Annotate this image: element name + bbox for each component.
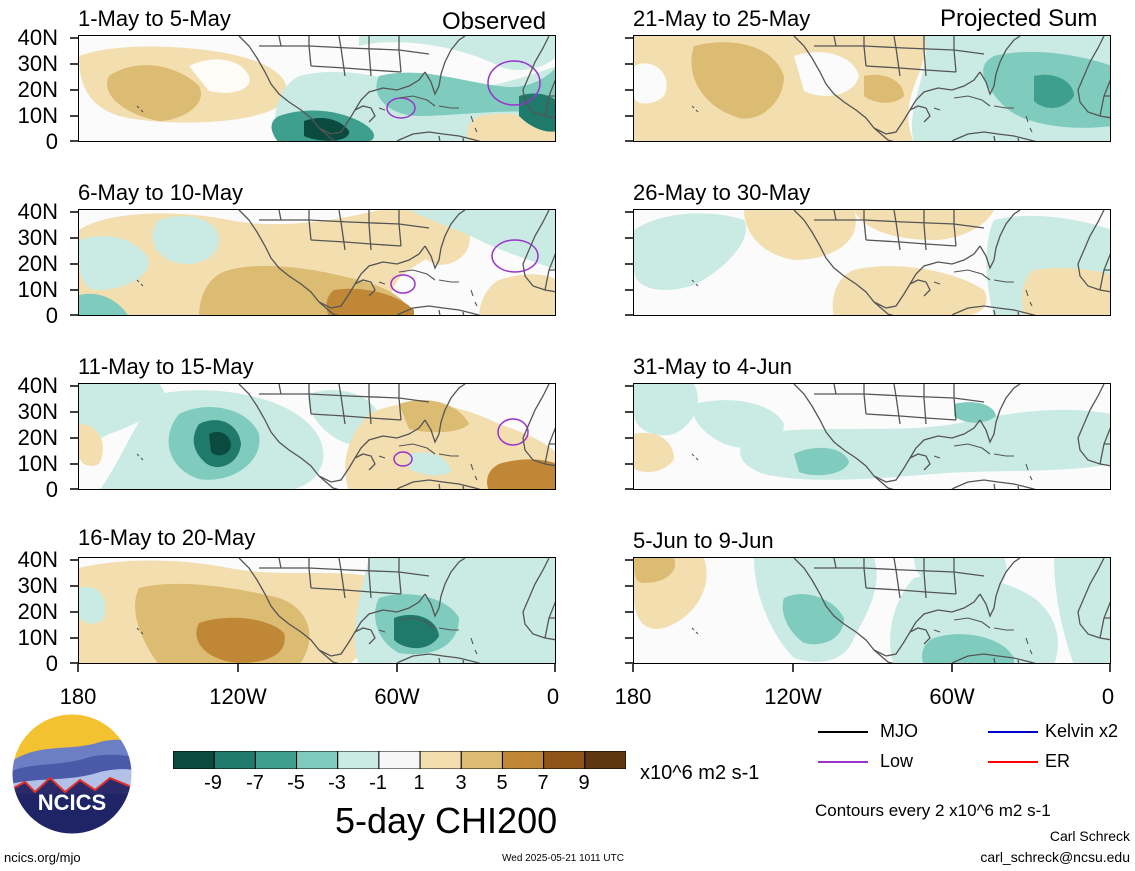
lat-tick-label: 40N <box>17 547 58 572</box>
lat-tick-label: 0 <box>45 303 58 328</box>
map-panel <box>78 35 556 142</box>
author-email[interactable]: carl_schreck@ncsu.edu <box>980 849 1130 865</box>
panel-title: 1-May to 5-May <box>78 6 231 31</box>
lon-tick-label: 0 <box>1101 684 1115 709</box>
colorbar-swatch <box>296 750 339 770</box>
logo-text: NCICS <box>38 790 106 815</box>
colorbar-label: -1 <box>369 772 387 794</box>
mjo-legend-label: MJO <box>880 721 918 741</box>
colorbar-swatch <box>543 750 586 770</box>
colorbar-units: x10^6 m2 s-1 <box>640 762 760 784</box>
lat-tick-label: 30N <box>17 573 58 598</box>
colorbar <box>172 750 627 770</box>
lat-tick-label: 10N <box>17 451 58 476</box>
er-legend-line <box>988 761 1038 763</box>
lon-tick-label: 60W <box>929 684 975 709</box>
lat-tick-label: 20N <box>17 599 58 624</box>
ncics-logo: NCICS <box>10 712 134 836</box>
map-panel <box>78 383 556 490</box>
main-title: 5-day CHI200 <box>335 800 558 841</box>
colorbar-label: -7 <box>246 772 264 794</box>
lat-tick-label: 40N <box>17 373 58 398</box>
lat-tick-label: 30N <box>17 225 58 250</box>
colorbar-label: 5 <box>496 772 508 794</box>
colorbar-label: 9 <box>578 772 590 794</box>
lon-tick-label: 180 <box>59 684 97 709</box>
panel-title: 16-May to 20-May <box>78 525 256 550</box>
kelvin-legend-line <box>988 731 1038 733</box>
observed-label: Observed <box>442 8 547 35</box>
author-name: Carl Schreck <box>1049 828 1130 844</box>
lat-tick-label: 30N <box>17 51 58 76</box>
colorbar-swatch <box>419 750 462 770</box>
colorbar-swatch <box>584 750 627 770</box>
lat-tick-label: 20N <box>17 425 58 450</box>
low-legend-line <box>818 761 868 763</box>
lon-tick-label: 180 <box>614 684 652 709</box>
low-legend-label: Low <box>880 751 914 771</box>
map-panel <box>633 35 1111 142</box>
map-panel <box>633 209 1111 316</box>
colorbar-swatch <box>378 750 421 770</box>
lat-tick-label: 40N <box>17 199 58 224</box>
lon-tick-label: 0 <box>546 684 560 709</box>
map-panel <box>633 557 1111 664</box>
lon-tick-label: 120W <box>764 684 822 709</box>
map-panel <box>78 209 556 316</box>
axis-ticks <box>70 37 1111 672</box>
lat-tick-label: 10N <box>17 277 58 302</box>
timestamp: Wed 2025-05-21 1011 UTC <box>502 853 624 864</box>
colorbar-label: 7 <box>537 772 549 794</box>
colorbar-swatch <box>213 750 256 770</box>
contours-note: Contours every 2 x10^6 m2 s-1 <box>815 801 1051 820</box>
colorbar-swatch <box>460 750 503 770</box>
colorbar-swatch <box>172 750 215 770</box>
colorbar-label: 3 <box>455 772 467 794</box>
lat-tick-label: 20N <box>17 77 58 102</box>
colorbar-label: 1 <box>413 772 425 794</box>
projected-sum-label: Projected Sum <box>940 5 1098 32</box>
lat-tick-label: 30N <box>17 399 58 424</box>
colorbar-label: -5 <box>287 772 305 794</box>
lat-tick-label: 0 <box>45 477 58 502</box>
lat-tick-label: 10N <box>17 625 58 650</box>
site-link[interactable]: ncics.org/mjo <box>4 850 81 865</box>
map-panel <box>78 557 556 664</box>
panel-title: 6-May to 10-May <box>78 180 244 205</box>
panel-title: 11-May to 15-May <box>78 354 254 379</box>
colorbar-swatch <box>254 750 298 770</box>
panel-title: 5-Jun to 9-Jun <box>633 528 774 553</box>
er-legend-label: ER <box>1045 751 1071 771</box>
lat-tick-label: 20N <box>17 251 58 276</box>
colorbar-label: -3 <box>328 772 346 794</box>
lat-tick-label: 10N <box>17 103 58 128</box>
lat-tick-label: 40N <box>17 25 58 50</box>
lat-tick-label: 0 <box>45 651 58 676</box>
map-panel <box>633 383 1111 490</box>
panel-title: 21-May to 25-May <box>633 6 811 31</box>
panel-title: 31-May to 4-Jun <box>633 354 792 379</box>
mjo-legend-line <box>818 731 868 733</box>
panel-title: 26-May to 30-May <box>633 180 811 205</box>
colorbar-label: -9 <box>204 772 222 794</box>
colorbar-swatch <box>337 750 380 770</box>
lon-tick-label: 60W <box>374 684 420 709</box>
lat-tick-label: 0 <box>45 129 58 154</box>
colorbar-swatch <box>501 750 545 770</box>
kelvin-legend-label: Kelvin x2 <box>1045 721 1119 741</box>
lon-tick-label: 120W <box>209 684 267 709</box>
